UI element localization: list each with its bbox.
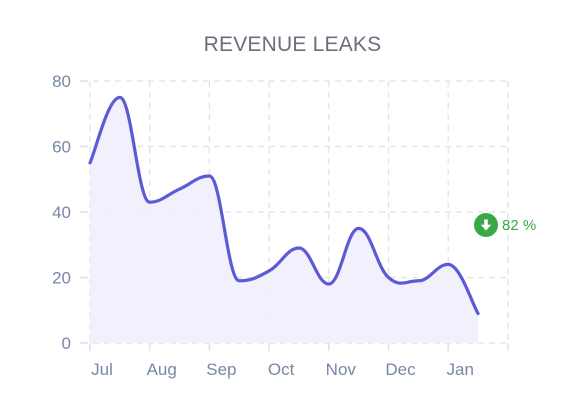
change-percent: 82 % <box>502 216 537 234</box>
y-tick-label: 20 <box>52 269 71 288</box>
arrow-down-circle-icon <box>474 213 498 237</box>
x-axis-ticks: Jul Aug Sep Oct Nov Dec Jan <box>91 360 474 379</box>
x-tick-label: Aug <box>147 360 177 379</box>
x-tick-label: Nov <box>326 360 357 379</box>
x-tick-label: Jul <box>91 360 113 379</box>
series-line <box>88 95 480 316</box>
x-tick-label: Dec <box>385 360 416 379</box>
area-fill <box>90 97 479 343</box>
chart-title: REVENUE LEAKS <box>203 33 382 56</box>
x-tick-label: Oct <box>268 360 295 379</box>
y-tick-label: 40 <box>52 203 71 222</box>
y-tick-label: 80 <box>52 72 71 91</box>
x-tick-label: Jan <box>446 360 473 379</box>
change-badge: 82 % <box>474 213 536 237</box>
y-tick-label: 60 <box>52 138 71 157</box>
y-tick-label: 0 <box>62 334 71 353</box>
x-tick-label: Sep <box>206 360 236 379</box>
y-axis-ticks: 0 20 40 60 80 <box>52 72 71 353</box>
